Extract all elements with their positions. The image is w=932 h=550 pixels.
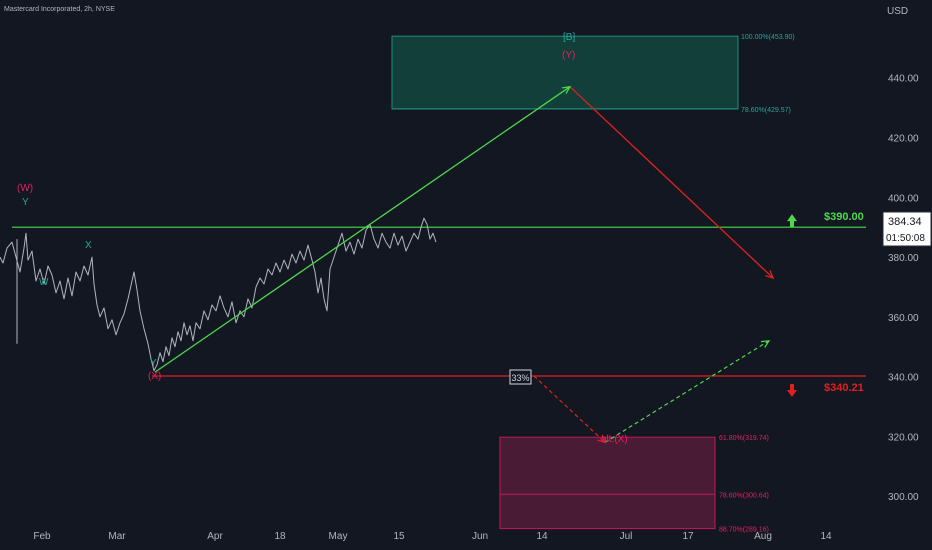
current-price-value: 384.34 (888, 216, 922, 228)
alt-zone-label-0: 61.80%(319.74) (719, 435, 769, 442)
alt-zone-label-2: 88.70%(289.16) (719, 527, 769, 534)
y-tick-label: 420.00 (888, 134, 919, 145)
x-axis-ticks: Feb Mar Apr 18 May 15 Jun 14 Jul 17 Aug 14 (33, 531, 832, 542)
probability-badge-box (509, 369, 532, 385)
x-tick-label: Jul (620, 531, 633, 542)
projection-main-up (154, 86, 571, 373)
y-tick-label: 340.00 (888, 373, 919, 384)
x-tick-label: Mar (108, 531, 126, 542)
up-arrow-icon (787, 214, 797, 228)
y-tick-label: 360.00 (888, 313, 919, 324)
arrowhead-main-up (562, 85, 572, 94)
x-tick-label: May (329, 531, 348, 542)
x-tick-label: 18 (274, 531, 286, 542)
y-tick-label: 440.00 (888, 74, 919, 85)
wave-label-b: [B] (563, 32, 575, 43)
wave-label-y-major: (Y) (562, 50, 575, 61)
support-label: $340.21 (824, 382, 864, 394)
current-price-countdown: 01:50:08 (886, 233, 925, 244)
probability-badge-text: 33% (511, 373, 529, 383)
currency-label: USD (887, 6, 908, 17)
wave-label-w-major: (W) (17, 183, 33, 194)
alt-zone-label-1: 78.60%(300.64) (719, 492, 769, 499)
wave-label-x-minor: X (85, 240, 92, 251)
wave-label-x-major: (X) (148, 371, 161, 382)
x-tick-label: Jun (472, 531, 488, 542)
y-axis-ticks: 300.00 320.00 340.00 360.00 380.00 400.00 420.… (888, 74, 919, 503)
arrowhead-main-down (765, 270, 775, 280)
arrowhead-alt-up (760, 340, 771, 348)
y-tick-label: 300.00 (888, 492, 919, 503)
wave-label-w-minor: W (39, 277, 49, 288)
alt-zone-box (499, 436, 716, 530)
x-tick-label: 14 (536, 531, 548, 542)
wave-label-alt-x: alt.(X) (601, 434, 628, 445)
target-zone-label-top: 100.00%(453.90) (741, 34, 795, 41)
x-tick-label: 14 (820, 531, 832, 542)
resistance-label: $390.00 (824, 211, 864, 223)
wave-label-y-bottom: Y (150, 358, 157, 369)
projection-alt-down (533, 375, 606, 443)
down-arrow-icon (787, 384, 797, 398)
y-tick-label: 400.00 (888, 193, 919, 204)
x-tick-label: 17 (682, 531, 694, 542)
y-tick-label: 380.00 (888, 253, 919, 264)
wave-label-y-left: Y (22, 197, 29, 208)
x-tick-label: Aug (754, 531, 772, 542)
projection-main-down (569, 86, 774, 279)
symbol-title: Mastercard Incorporated, 2h, NYSE (4, 6, 115, 13)
price-series-line (0, 217, 437, 372)
current-price-box (882, 211, 932, 247)
x-tick-label: Feb (33, 531, 51, 542)
x-tick-label: 15 (393, 531, 405, 542)
target-zone-box (391, 35, 739, 110)
arrowhead-alt-down (597, 434, 607, 444)
target-zone-label-bottom: 78.60%(429.57) (741, 107, 791, 114)
x-tick-label: Apr (207, 531, 223, 542)
y-tick-label: 320.00 (888, 432, 919, 443)
